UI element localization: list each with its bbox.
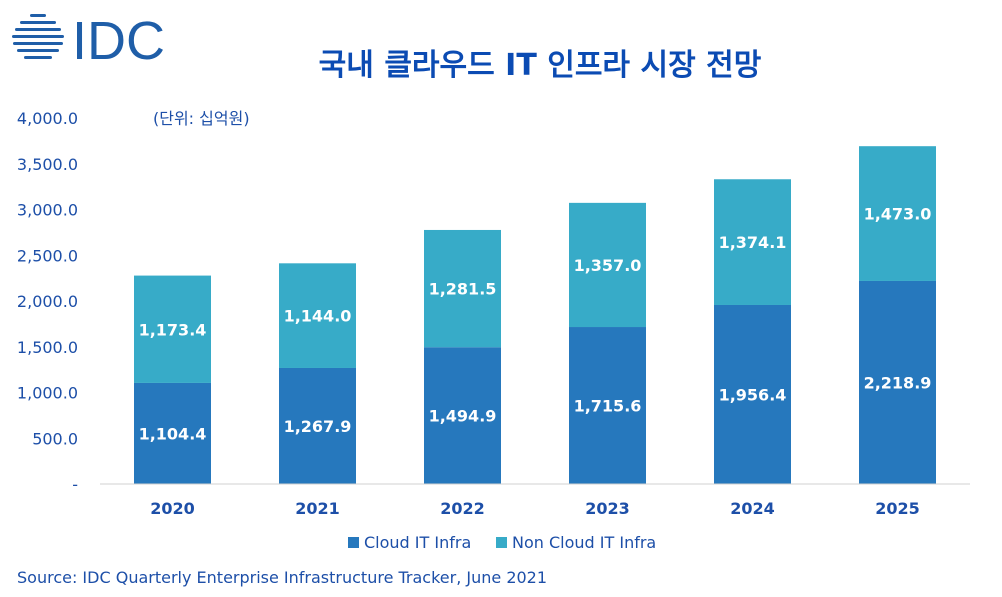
non-cloud-value-label: 1,144.0 <box>284 307 352 326</box>
cloud-bar <box>714 304 791 484</box>
cloud-value-label: 1,267.9 <box>284 417 352 436</box>
non-cloud-bar <box>569 202 646 328</box>
x-tick-label: 2023 <box>585 499 630 518</box>
y-tick-label: 2,000.0 <box>17 292 78 311</box>
non-cloud-bar <box>279 263 356 368</box>
non-cloud-bar <box>134 275 211 383</box>
legend-swatch-cloud <box>348 537 359 548</box>
y-tick-label: 3,000.0 <box>17 201 78 220</box>
non-cloud-bar <box>859 146 936 281</box>
chart-title: 국내 클라우드 IT 인프라 시장 전망 <box>318 48 762 83</box>
y-tick-label: 4,000.0 <box>17 109 78 128</box>
non-cloud-value-label: 1,473.0 <box>864 205 932 224</box>
cloud-value-label: 1,715.6 <box>574 397 642 416</box>
idc-logo: IDC <box>12 11 165 68</box>
cloud-bar <box>569 327 646 484</box>
cloud-value-label: 2,218.9 <box>864 373 932 392</box>
non-cloud-value-label: 1,173.4 <box>139 320 207 339</box>
cloud-value-label: 1,494.9 <box>429 407 497 426</box>
y-tick-label: 2,500.0 <box>17 246 78 265</box>
legend-label-cloud: Cloud IT Infra <box>364 533 471 552</box>
y-tick-label: - <box>72 475 78 494</box>
legend-swatch-non-cloud <box>496 537 507 548</box>
x-tick-label: 2022 <box>440 499 485 518</box>
cloud-value-label: 1,104.4 <box>139 424 207 443</box>
cloud-value-label: 1,956.4 <box>719 385 787 404</box>
logo-text: IDC <box>72 11 165 68</box>
cloud-bar <box>424 347 501 484</box>
unit-label: (단위: 십억원) <box>153 109 250 128</box>
cloud-bar <box>279 367 356 484</box>
cloud-bar <box>134 382 211 484</box>
non-cloud-value-label: 1,357.0 <box>574 256 642 275</box>
y-tick-label: 1,000.0 <box>17 384 78 403</box>
x-tick-label: 2025 <box>875 499 920 518</box>
y-tick-label: 500.0 <box>32 429 78 448</box>
non-cloud-value-label: 1,281.5 <box>429 280 497 299</box>
non-cloud-bar <box>424 229 501 348</box>
stacked-bar-chart: - 500.0 1,000.0 1,500.0 2,000.0 2,500.0 3,000.… <box>17 109 970 552</box>
y-tick-label: 3,500.0 <box>17 155 78 174</box>
globe-icon <box>12 14 64 59</box>
y-tick-label: 1,500.0 <box>17 338 78 357</box>
x-tick-label: 2021 <box>295 499 340 518</box>
x-tick-label: 2020 <box>150 499 195 518</box>
non-cloud-bar <box>714 179 791 305</box>
source-note: Source: IDC Quarterly Enterprise Infrast… <box>17 568 548 587</box>
legend-label-non-cloud: Non Cloud IT Infra <box>512 533 656 552</box>
x-tick-label: 2024 <box>730 499 775 518</box>
cloud-bar <box>859 280 936 484</box>
non-cloud-value-label: 1,374.1 <box>719 233 787 252</box>
